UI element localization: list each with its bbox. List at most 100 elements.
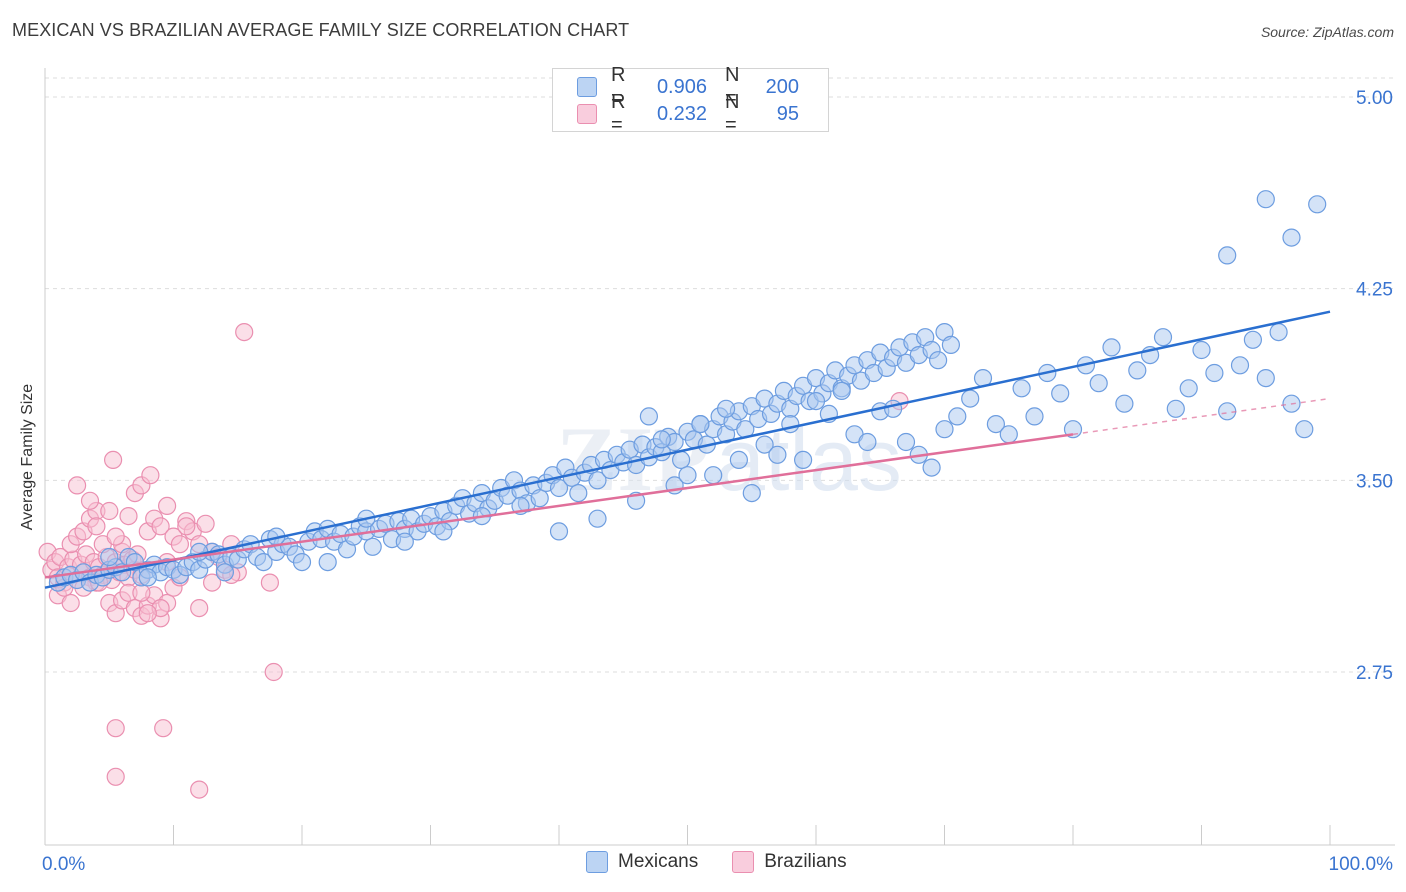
chart-title: MEXICAN VS BRAZILIAN AVERAGE FAMILY SIZE… [12, 20, 630, 40]
brazilian-point [154, 719, 173, 738]
brazilian-point [151, 517, 170, 536]
mexican-point [549, 522, 569, 541]
legend-swatch-brazilians [577, 104, 597, 124]
mexican-point [1256, 190, 1275, 209]
mexican-point [1025, 407, 1044, 426]
mexican-point [671, 450, 691, 469]
brazilian-point [196, 514, 215, 533]
brazilian-point [190, 780, 209, 799]
mexican-point [999, 425, 1018, 444]
brazilian-point [87, 517, 106, 536]
brazilian-point [106, 527, 125, 546]
legend-row-mexicans: R = 0.906 N = 200 [577, 64, 799, 109]
brazilian-point [264, 662, 283, 682]
series-label-mexicans: Mexicans [618, 851, 699, 872]
brazilian-point [260, 573, 279, 592]
y-tick-label: 5.00 [1356, 88, 1393, 109]
brazilian-point [170, 535, 189, 554]
mexican-point [318, 552, 337, 572]
mexican-point [1282, 228, 1301, 247]
brazilian-point [190, 598, 209, 618]
mexican-point [1243, 330, 1263, 349]
legend-n-label: N = [725, 64, 740, 109]
mexican-point [928, 351, 948, 370]
mexican-point [755, 435, 774, 454]
mexican-point [832, 381, 851, 400]
series-label-brazilians: Brazilians [764, 851, 847, 872]
mexican-point [793, 450, 813, 469]
mexican-point [961, 389, 980, 408]
mexican-point [1051, 384, 1070, 403]
mexican-point [530, 489, 549, 508]
mexican-point [1218, 246, 1237, 265]
mexican-point [588, 471, 607, 490]
legend-n-value: 200 [765, 75, 799, 98]
mexican-point [1256, 369, 1275, 388]
legend-r-value: 0.232 [656, 102, 707, 125]
series-legend-mexicans: Mexicans [586, 851, 698, 873]
mexican-point [986, 415, 1006, 434]
legend-n-value: 95 [776, 102, 799, 125]
mexican-point [729, 450, 749, 469]
brazilians-trend-extension [1072, 397, 1331, 436]
mexican-point [1295, 420, 1314, 439]
mexican-point [215, 563, 234, 582]
mexican-point [569, 484, 588, 503]
mexican-point [100, 547, 119, 567]
mexican-point [716, 399, 736, 418]
mexican-point [1089, 374, 1108, 393]
mexican-point [1192, 340, 1211, 360]
mexican-point [434, 522, 453, 541]
legend-r-label: R = [611, 91, 626, 136]
series-legend: Mexicans Brazilians [586, 851, 881, 873]
mexican-point [941, 335, 961, 354]
brazilian-point [203, 573, 222, 592]
brazilian-point [158, 496, 177, 515]
mexican-point [1205, 363, 1224, 383]
brazilian-point [177, 517, 196, 536]
mexican-point [1166, 399, 1185, 418]
mexican-point [1115, 394, 1134, 413]
mexican-point [1269, 323, 1288, 342]
mexican-point [896, 432, 916, 452]
brazilian-point [103, 450, 123, 469]
mexican-point [935, 420, 954, 439]
trend-lines [44, 310, 1331, 589]
mexican-point [652, 430, 671, 449]
y-tick-label: 4.25 [1356, 280, 1393, 301]
mexican-point [691, 415, 710, 434]
brazilian-point [67, 476, 87, 495]
brazilian-point [119, 506, 138, 526]
mexican-point [1128, 361, 1147, 380]
legend-n-label: N = [725, 91, 740, 136]
mexican-point [768, 445, 787, 464]
mexican-point [1153, 328, 1173, 347]
series-legend-brazilians: Brazilians [732, 851, 847, 873]
mexican-point [292, 552, 312, 572]
mexican-point [742, 484, 761, 503]
x-tick-label-max: 100.0% [1329, 854, 1394, 875]
mexican-point [1012, 379, 1031, 398]
brazilian-point [235, 323, 254, 342]
y-axis-label: Average Family Size [19, 384, 36, 531]
legend-r-label: R = [611, 64, 626, 109]
axes [44, 68, 1395, 846]
mexican-point [858, 432, 877, 452]
mexican-point [1102, 338, 1121, 357]
mexican-point [395, 532, 414, 551]
mexican-point [948, 407, 967, 426]
brazilian-point [61, 593, 80, 613]
brazilian-point [100, 501, 119, 521]
mexicans-points [48, 190, 1327, 592]
mexicans-trend-line [44, 310, 1331, 589]
x-tick-label-min: 0.0% [42, 854, 85, 875]
legend-swatch-mexicans [577, 77, 597, 97]
y-tick-label: 2.75 [1356, 663, 1393, 684]
correlation-legend: R = 0.906 N = 200 R = 0.232 N = 95 [552, 64, 829, 136]
brazilians-trend-line [44, 433, 1074, 579]
brazilian-point [106, 719, 125, 738]
mexican-point [678, 466, 697, 485]
brazilian-point [132, 583, 151, 602]
grid-lines [45, 77, 1395, 673]
